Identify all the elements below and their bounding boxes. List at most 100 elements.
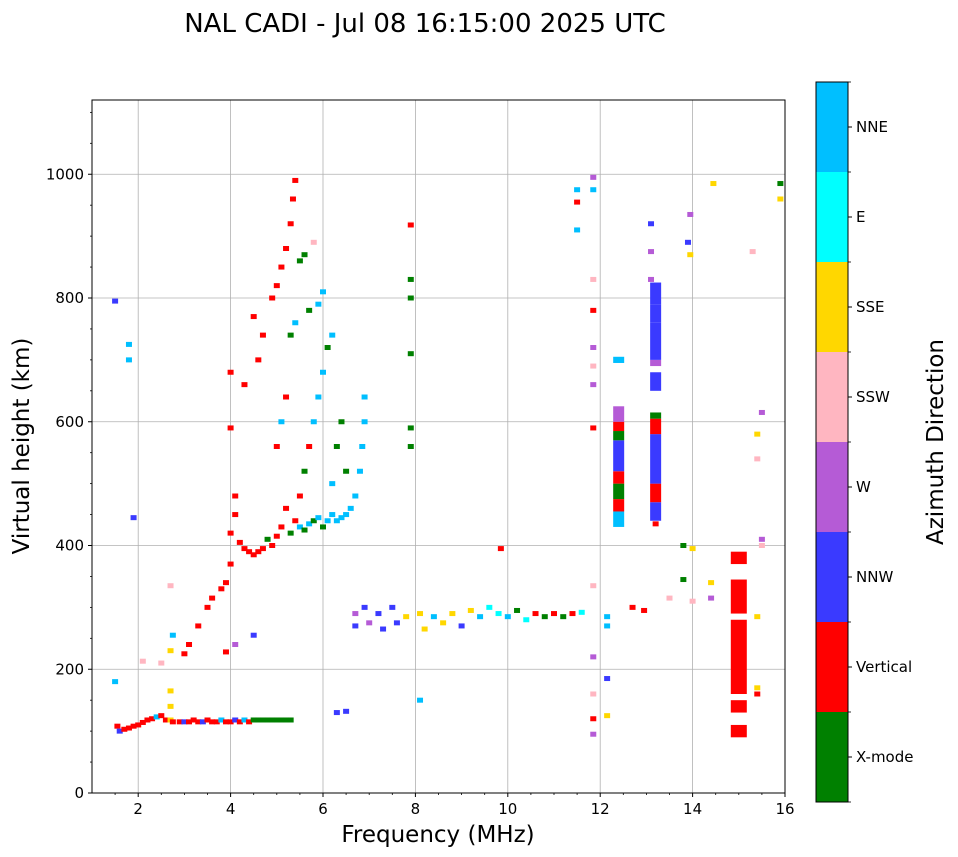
echo-point [361, 394, 368, 400]
echo-point [641, 607, 648, 613]
colorbar-category-label: W [856, 478, 871, 496]
echo-point [169, 632, 176, 638]
echo-point [440, 620, 447, 626]
echo-point [604, 614, 611, 620]
echo-point [361, 419, 368, 425]
echo-point [315, 394, 322, 400]
echo-point [310, 419, 317, 425]
echo-point [153, 714, 160, 720]
colorbar-label: Azimuth Direction [923, 339, 949, 545]
echo-point [169, 719, 176, 725]
echo-column-segment [613, 483, 625, 500]
echo-point [255, 549, 262, 555]
echo-point [421, 626, 428, 632]
echo-point [578, 609, 585, 615]
echo-point [222, 580, 229, 586]
echo-point [574, 199, 581, 205]
echo-point [352, 611, 359, 617]
echo-point [754, 614, 761, 620]
echo-point [296, 493, 303, 499]
series-group [158, 177, 368, 666]
echo-point [407, 295, 414, 301]
echo-column-segment [650, 412, 662, 419]
echo-point [680, 577, 687, 583]
echo-point [315, 515, 322, 521]
echo-point [241, 546, 248, 552]
echo-point [121, 726, 128, 732]
echo-point [486, 604, 493, 610]
echo-point [301, 468, 308, 474]
echo-point [590, 276, 597, 282]
echo-point [246, 549, 253, 555]
echo-point [255, 357, 262, 363]
echo-point [458, 623, 465, 629]
colorbar-category-label: NNW [856, 568, 893, 586]
echo-column-segment [613, 499, 625, 512]
colorbar-swatch [816, 622, 848, 712]
echo-point [264, 717, 271, 723]
echo-point [296, 258, 303, 264]
echo-point [246, 719, 253, 725]
echo-point [389, 604, 396, 610]
echo-point [176, 719, 183, 725]
echo-point [250, 552, 257, 558]
echo-point [504, 614, 511, 620]
series-group [114, 688, 424, 734]
plot-area: 2 4 6 8 10 12 14 16 0 200 400 600 800 1000 [46, 99, 795, 818]
echo-point [125, 341, 132, 347]
echo-point [278, 524, 285, 530]
echo-column-segment [613, 511, 625, 527]
echo-point [241, 382, 248, 388]
echo-point [162, 717, 169, 723]
x-tick-label: 4 [226, 800, 236, 818]
echo-point [199, 719, 206, 725]
echo-point [287, 717, 294, 723]
echo-point [407, 222, 414, 228]
echo-point [375, 611, 382, 617]
echo-column-segment [650, 359, 662, 367]
echo-point [139, 719, 146, 725]
echo-point [514, 607, 521, 613]
echo-point [347, 505, 354, 511]
echo-point [497, 546, 504, 552]
echo-point [186, 719, 193, 725]
echo-point [532, 611, 539, 617]
echo-point [144, 717, 151, 723]
echo-point [324, 518, 331, 524]
echo-point [590, 382, 597, 388]
echo-point [590, 307, 597, 313]
echo-point [324, 345, 331, 350]
series-group [352, 543, 715, 632]
echo-point [227, 369, 234, 375]
echo-point [361, 604, 368, 610]
echo-point [149, 716, 156, 722]
echo-point [283, 246, 290, 251]
echo-point [648, 221, 655, 227]
echo-point [139, 658, 146, 664]
echo-point [250, 717, 257, 723]
echo-point [648, 276, 655, 282]
echo-point [329, 481, 336, 487]
echo-point [758, 409, 765, 415]
echo-point [590, 425, 597, 431]
x-tick-label: 6 [318, 800, 328, 818]
echo-point [338, 419, 345, 425]
echo-point [333, 518, 340, 524]
colorbar-swatch [816, 532, 848, 622]
echo-point [754, 456, 761, 462]
echo-point [289, 196, 296, 202]
echo-point [329, 512, 336, 518]
y-tick-label: 1000 [46, 165, 84, 183]
echo-point [359, 444, 366, 449]
echo-point [590, 654, 597, 660]
echo-point [689, 546, 696, 552]
echo-point [232, 493, 239, 499]
echo-point [407, 351, 414, 357]
echo-point [590, 583, 597, 589]
echo-point [227, 425, 234, 431]
echo-point [292, 320, 299, 326]
y-tick-label: 0 [74, 784, 84, 802]
echo-point [407, 444, 414, 449]
echo-point [250, 632, 257, 638]
